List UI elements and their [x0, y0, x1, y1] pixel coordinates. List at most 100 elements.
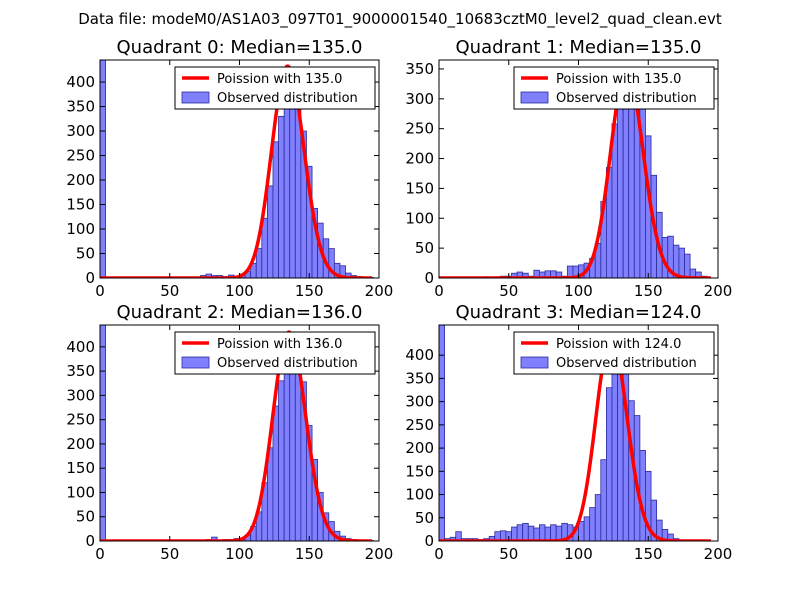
poisson-line	[100, 64, 374, 278]
bar	[266, 185, 274, 278]
y-tick-label: 50	[415, 239, 434, 257]
bar	[695, 271, 702, 278]
legend-label-poisson: Poission with 124.0	[556, 337, 681, 352]
bar	[283, 84, 291, 278]
x-tick-label: 200	[704, 282, 733, 300]
bar	[600, 459, 607, 541]
y-tick-label: 50	[76, 508, 95, 526]
x-tick-label: 50	[499, 282, 518, 300]
y-tick-label: 0	[424, 532, 434, 550]
bar	[511, 526, 518, 541]
x-tick-label: 0	[95, 282, 105, 300]
panel-quadrant-2: 0 50 100 150 200 0 50 100 150 200 250 300 350 400 Quad…	[66, 302, 393, 563]
y-tick-label: 250	[66, 147, 95, 165]
bar	[278, 380, 285, 541]
legend-bar-swatch	[520, 91, 549, 104]
x-tick-label: 0	[434, 282, 444, 300]
panel-quadrant-1: 0 50 100 150 200 0 50 100 150 200 250 300 350 Quadran…	[405, 37, 732, 300]
bar	[628, 98, 635, 278]
legend-label-poisson: Poission with 135.0	[556, 72, 681, 87]
y-tick-label: 150	[405, 462, 434, 480]
panel-title: Quadrant 0: Median=135.0	[117, 37, 363, 58]
bar	[589, 507, 596, 541]
y-tick-label: 300	[405, 393, 434, 411]
bar	[555, 271, 563, 278]
y-tick-label: 250	[405, 120, 434, 138]
y-tick-label: 250	[405, 416, 434, 434]
y-tick-label: 200	[66, 435, 95, 453]
bar	[278, 115, 285, 278]
x-tick-label: 100	[564, 282, 593, 300]
y-tick-label: 100	[405, 209, 434, 227]
y-tick-label: 350	[66, 98, 95, 116]
poisson-line	[439, 67, 713, 278]
bar	[100, 60, 106, 278]
bar	[678, 247, 685, 278]
bar	[272, 141, 279, 278]
bar	[550, 524, 557, 541]
x-tick-label: 200	[704, 545, 733, 563]
bar	[522, 522, 529, 541]
x-tick-label: 150	[634, 545, 663, 563]
y-tick-label: 300	[405, 90, 434, 108]
bar	[617, 95, 624, 278]
panel-title: Quadrant 2: Median=136.0	[117, 302, 363, 323]
y-tick-label: 100	[66, 483, 95, 501]
y-tick-label: 0	[424, 269, 434, 287]
y-tick-label: 200	[405, 150, 434, 168]
y-tick-label: 100	[66, 220, 95, 238]
bar	[289, 106, 296, 278]
legend-label-observed: Observed distribution	[217, 91, 358, 106]
y-tick-label: 150	[66, 459, 95, 477]
poisson-line	[439, 334, 713, 541]
y-tick-label: 100	[405, 486, 434, 504]
legend-label-observed: Observed distribution	[217, 356, 358, 371]
panel-title: Quadrant 3: Median=124.0	[456, 302, 702, 323]
y-tick-label: 350	[405, 369, 434, 387]
y-tick-label: 250	[66, 411, 95, 429]
y-tick-label: 400	[66, 338, 95, 356]
bar	[100, 325, 106, 541]
y-tick-label: 200	[66, 171, 95, 189]
legend-label-observed: Observed distribution	[556, 91, 697, 106]
panel-quadrant-3: 0 50 100 150 200050100150200250300350400Quad…	[405, 302, 732, 563]
figure-suptitle: Data file: modeM0/AS1A03_097T01_90000015…	[78, 10, 722, 29]
x-tick-label: 50	[499, 545, 518, 563]
x-tick-label: 150	[634, 282, 663, 300]
legend: Poission with 135.0 Observed distribution	[513, 66, 715, 110]
bars	[439, 325, 680, 541]
bars	[100, 60, 374, 278]
bar	[527, 525, 535, 541]
bar	[667, 533, 674, 541]
bar	[522, 272, 529, 278]
bar	[684, 253, 691, 278]
x-tick-label: 100	[225, 282, 254, 300]
y-tick-label: 0	[85, 269, 95, 287]
legend-label-poisson: Poission with 135.0	[217, 72, 342, 87]
bar	[255, 248, 263, 278]
panel-title: Quadrant 1: Median=135.0	[456, 37, 702, 58]
legend-bar-swatch	[181, 356, 210, 369]
y-tick-label: 150	[405, 179, 434, 197]
x-tick-label: 50	[160, 282, 179, 300]
bar	[516, 524, 524, 541]
legend-bar-swatch	[181, 91, 210, 104]
legend: Poission with 136.0 Observed distribution	[174, 331, 376, 375]
bar	[272, 405, 279, 541]
poisson-line	[100, 330, 374, 541]
x-tick-label: 200	[365, 545, 394, 563]
x-tick-label: 100	[564, 545, 593, 563]
x-tick-label: 150	[295, 545, 324, 563]
bar	[539, 524, 546, 541]
x-tick-label: 50	[160, 545, 179, 563]
x-tick-label: 0	[95, 545, 105, 563]
bar	[544, 526, 552, 541]
legend-bar-swatch	[520, 356, 549, 369]
y-tick-label: 200	[405, 439, 434, 457]
y-tick-label: 350	[66, 362, 95, 380]
x-tick-label: 150	[295, 282, 324, 300]
y-tick-label: 50	[76, 245, 95, 263]
legend: Poission with 135.0 Observed distribution	[174, 66, 376, 110]
x-tick-label: 200	[365, 282, 394, 300]
y-tick-label: 150	[66, 196, 95, 214]
